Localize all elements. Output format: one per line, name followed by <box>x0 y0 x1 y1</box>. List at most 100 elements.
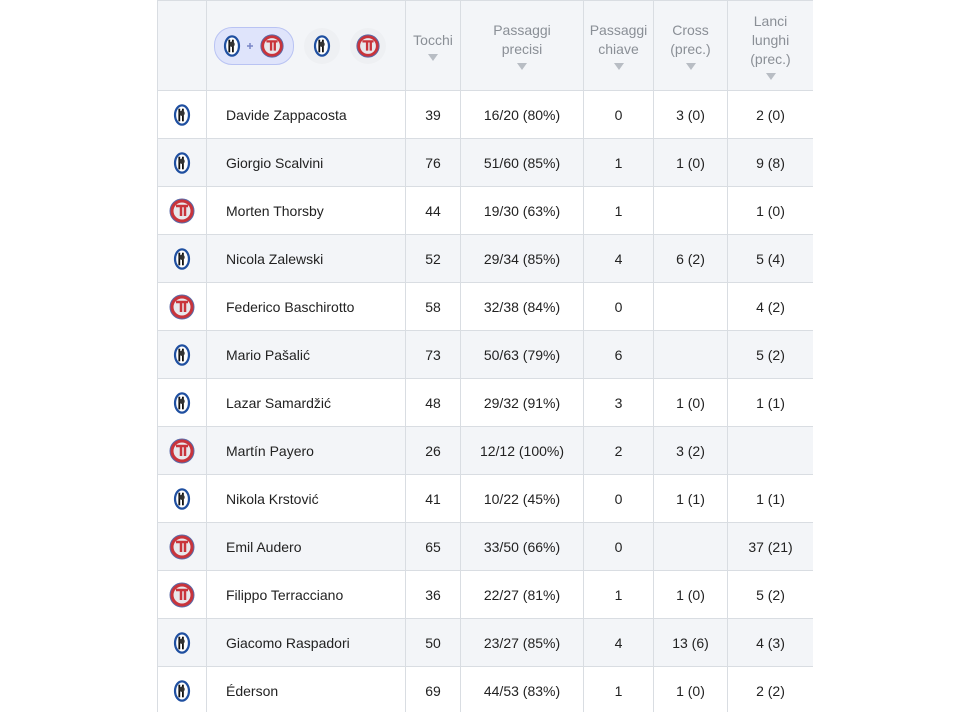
stats-table-container: Tocchi Passaggi precisi Passaggi chiave Cro… <box>157 0 813 712</box>
accurate-passes: 50/63 (79%) <box>460 330 584 379</box>
accurate-passes: 29/34 (85%) <box>460 234 584 283</box>
accurate-passes: 10/22 (45%) <box>460 474 584 523</box>
team-filters <box>207 26 405 65</box>
long-balls: 1 (1) <box>727 378 813 427</box>
accurate-passes: 23/27 (85%) <box>460 618 584 667</box>
filter-cremonese[interactable] <box>350 27 386 64</box>
player-name[interactable]: Morten Thorsby <box>206 186 406 235</box>
atalanta-crest <box>173 391 191 415</box>
team-crest-cell <box>157 474 207 523</box>
sort-arrow[interactable] <box>517 63 527 70</box>
player-name[interactable]: Nikola Krstović <box>206 474 406 523</box>
player-name[interactable]: Davide Zappacosta <box>206 90 406 139</box>
column-header-label: Passaggi chiave <box>589 22 648 57</box>
atalanta-crest <box>173 247 191 271</box>
touches: 44 <box>405 186 461 235</box>
player-name[interactable]: Mario Pašalić <box>206 330 406 379</box>
accurate-passes: 33/50 (66%) <box>460 522 584 571</box>
header-row: Tocchi Passaggi precisi Passaggi chiave Cro… <box>157 0 813 91</box>
column-header[interactable]: Cross (prec.) <box>653 0 728 91</box>
touches: 65 <box>405 522 461 571</box>
team-crest-cell <box>157 330 207 379</box>
table-body: Davide Zappacosta 39 16/20 (80%) 0 3 (0) 2 (0… <box>157 90 813 712</box>
player-row: Éderson 69 44/53 (83%) 1 1 (0) 2 (2) <box>157 666 813 712</box>
player-row: Nicola Zalewski 52 29/34 (85%) 4 6 (2) 5 (4) <box>157 234 813 283</box>
key-passes: 0 <box>583 474 654 523</box>
team-crest-cell <box>157 666 207 712</box>
crosses: 1 (0) <box>653 666 728 712</box>
accurate-passes: 29/32 (91%) <box>460 378 584 427</box>
column-header-label: Cross (prec.) <box>670 22 711 57</box>
sort-arrow[interactable] <box>765 72 776 80</box>
touches: 69 <box>405 666 461 712</box>
long-balls: 1 (1) <box>727 474 813 523</box>
crosses: 3 (2) <box>653 426 728 475</box>
key-passes: 6 <box>583 330 654 379</box>
player-name[interactable]: Filippo Terracciano <box>206 570 406 619</box>
atalanta-crest <box>313 34 331 58</box>
key-passes: 0 <box>583 282 654 331</box>
accurate-passes: 51/60 (85%) <box>460 138 584 187</box>
key-passes: 0 <box>583 90 654 139</box>
player-name[interactable]: Giacomo Raspadori <box>206 618 406 667</box>
long-balls: 5 (2) <box>727 570 813 619</box>
touches: 48 <box>405 378 461 427</box>
player-name[interactable]: Nicola Zalewski <box>206 234 406 283</box>
atalanta-crest <box>223 34 241 58</box>
cremonese-crest <box>168 197 196 225</box>
player-name[interactable]: Éderson <box>206 666 406 712</box>
player-row: Lazar Samardžić 48 29/32 (91%) 3 1 (0) 1 (1) <box>157 378 813 427</box>
team-crest-cell <box>157 522 207 571</box>
player-row: Martín Payero 26 12/12 (100%) 2 3 (2) <box>157 426 813 475</box>
cremonese-crest <box>168 533 196 561</box>
atalanta-crest <box>173 151 191 175</box>
player-row: Giacomo Raspadori 50 23/27 (85%) 4 13 (6) 4 (… <box>157 618 813 667</box>
long-balls: 1 (0) <box>727 186 813 235</box>
sort-arrow[interactable] <box>685 63 696 70</box>
long-balls: 2 (0) <box>727 90 813 139</box>
cremonese-crest <box>355 33 381 59</box>
atalanta-crest <box>173 343 191 367</box>
player-name[interactable]: Lazar Samardžić <box>206 378 406 427</box>
accurate-passes: 12/12 (100%) <box>460 426 584 475</box>
player-name[interactable]: Giorgio Scalvini <box>206 138 406 187</box>
crosses: 1 (0) <box>653 570 728 619</box>
column-header[interactable]: Passaggi precisi <box>460 0 584 91</box>
plus-icon <box>247 42 253 49</box>
long-balls: 2 (2) <box>727 666 813 712</box>
column-header[interactable]: Passaggi chiave <box>583 0 654 91</box>
key-passes: 4 <box>583 234 654 283</box>
filter-both[interactable] <box>214 26 294 65</box>
player-row: Mario Pašalić 73 50/63 (79%) 6 5 (2) <box>157 330 813 379</box>
stats-table: Tocchi Passaggi precisi Passaggi chiave Cro… <box>157 0 813 712</box>
crosses: 13 (6) <box>653 618 728 667</box>
long-balls <box>727 426 813 475</box>
touches: 36 <box>405 570 461 619</box>
accurate-passes: 19/30 (63%) <box>460 186 584 235</box>
player-name[interactable]: Martín Payero <box>206 426 406 475</box>
accurate-passes: 32/38 (84%) <box>460 282 584 331</box>
column-header[interactable]: Tocchi <box>405 0 461 91</box>
sort-arrow[interactable] <box>613 63 624 70</box>
team-crest-cell <box>157 138 207 187</box>
player-name[interactable]: Emil Audero <box>206 522 406 571</box>
column-header[interactable]: Lanci lunghi (prec.) <box>727 0 813 91</box>
player-name[interactable]: Federico Baschirotto <box>206 282 406 331</box>
touches: 26 <box>405 426 461 475</box>
column-header-label: Lanci lunghi (prec.) <box>750 12 791 67</box>
cremonese-crest <box>259 33 285 59</box>
crosses: 3 (0) <box>653 90 728 139</box>
sort-arrow[interactable] <box>428 53 438 61</box>
accurate-passes: 16/20 (80%) <box>460 90 584 139</box>
player-row: Giorgio Scalvini 76 51/60 (85%) 1 1 (0) 9 (8) <box>157 138 813 187</box>
long-balls: 4 (2) <box>727 282 813 331</box>
filter-atalanta[interactable] <box>304 27 340 64</box>
player-row: Davide Zappacosta 39 16/20 (80%) 0 3 (0) 2 (0… <box>157 90 813 139</box>
atalanta-crest <box>173 631 191 655</box>
touches: 52 <box>405 234 461 283</box>
team-crest-cell <box>157 618 207 667</box>
crosses: 1 (0) <box>653 378 728 427</box>
key-passes: 0 <box>583 522 654 571</box>
touches: 58 <box>405 282 461 331</box>
